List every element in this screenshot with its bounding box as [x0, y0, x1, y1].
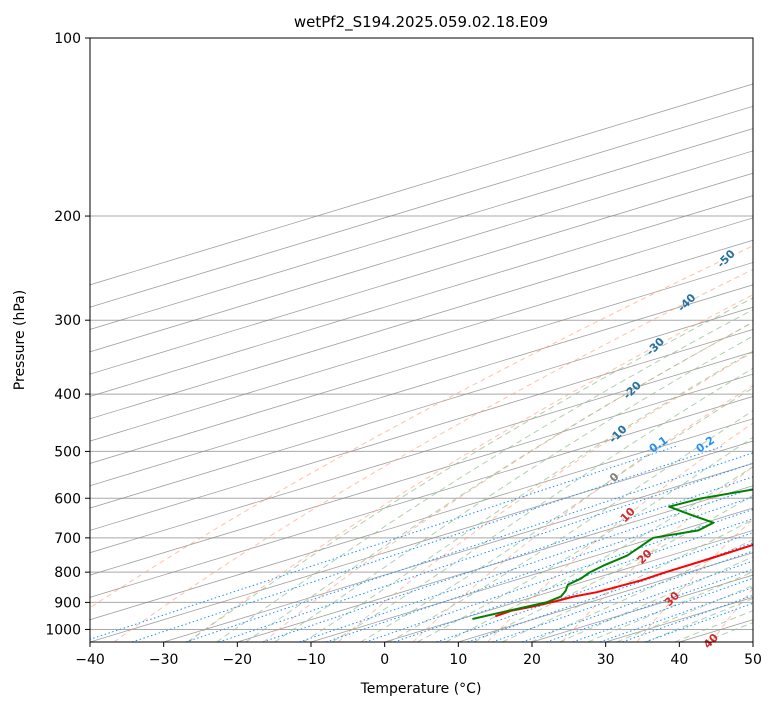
dry-adiabat-label: 0	[607, 470, 622, 485]
isotherm-line	[90, 128, 753, 330]
y-tick-label: 500	[54, 444, 81, 460]
plot-frame	[89, 37, 754, 643]
mixing-ratio-line	[299, 487, 753, 642]
dewpoint-profile-line	[472, 488, 753, 620]
isotherm-line	[90, 262, 753, 464]
mixing-ratio-line	[90, 445, 677, 640]
dry-adiabat-line	[90, 245, 753, 609]
y-tick-label: 400	[54, 387, 81, 403]
dry-adiabat-label: -10	[606, 422, 629, 445]
isotherm-line	[752, 641, 753, 642]
mixing-ratio-line	[645, 602, 753, 642]
isotherm-line	[90, 284, 753, 487]
dry-adiabat-line	[113, 268, 753, 642]
y-tick-label: 300	[54, 313, 81, 329]
x-tick-label: 0	[380, 652, 389, 668]
temperature-profile-line	[494, 543, 753, 618]
isotherm-line	[90, 373, 753, 576]
dry-adiabat-line	[263, 321, 753, 642]
mixing-ratio-line	[467, 542, 753, 642]
dry-adiabat-label: 40	[701, 631, 721, 651]
moist-adiabat-line	[245, 321, 753, 642]
isotherm-line	[90, 239, 753, 442]
dry-adiabat-line	[337, 351, 753, 642]
x-tick-label: 50	[744, 652, 762, 668]
y-tick-label: 700	[54, 531, 81, 547]
isotherm-line	[90, 418, 753, 621]
mixing-ratio-line	[436, 532, 753, 642]
dry-adiabat-line	[561, 465, 753, 642]
moist-adiabat-line	[674, 610, 753, 642]
dry-adiabat-label: -20	[621, 379, 644, 402]
mixing-ratio-line	[131, 445, 724, 642]
x-tick-label: −20	[223, 652, 253, 668]
moist-adiabat-line	[388, 410, 753, 642]
isotherm-line	[90, 396, 753, 598]
moist-adiabat-line	[331, 367, 753, 642]
y-axis-label: Pressure (hPa)	[12, 290, 28, 390]
x-tick-label: −30	[149, 652, 179, 668]
isotherm-line	[679, 619, 753, 642]
moist-adiabat-line	[303, 350, 753, 642]
isotherm-line	[90, 306, 753, 509]
mixing-ratio-line	[492, 550, 753, 642]
isotherm-line	[90, 150, 753, 353]
x-axis: −40 −30 −20 −10 0 10 20 30 40 50	[75, 642, 762, 668]
moist-adiabat-line	[587, 571, 753, 642]
isotherm-line	[163, 462, 753, 642]
y-tick-label: 1000	[45, 622, 81, 638]
dry-adiabat-label: -40	[675, 291, 698, 314]
y-axis: 1000 900 800 700 600 500 400 300 200 100	[45, 31, 90, 638]
chart-title: wetPf2_S194.2025.059.02.18.E09	[294, 13, 548, 32]
dry-adiabats	[90, 245, 753, 642]
isotherm-line	[310, 507, 753, 642]
plot-area	[90, 38, 753, 642]
mixing-ratio-label: 0.1	[647, 434, 670, 456]
moist-adiabat-line	[417, 436, 753, 642]
x-axis-label: Temperature (°C)	[360, 681, 482, 697]
moist-adiabat-line	[274, 335, 753, 642]
sounding-profiles	[472, 488, 753, 620]
x-tick-label: 10	[449, 652, 467, 668]
y-tick-label: 200	[54, 209, 81, 225]
y-tick-label: 100	[54, 31, 81, 47]
isotherm-line	[90, 329, 753, 531]
isotherm-line	[90, 195, 753, 397]
isotherm-line	[90, 351, 753, 554]
y-tick-label: 900	[54, 595, 81, 611]
isotherm-line	[384, 529, 753, 642]
mixing-ratio-line	[521, 560, 753, 642]
mixing-ratio-line	[185, 452, 753, 642]
y-tick-label: 800	[54, 565, 81, 581]
x-tick-label: 30	[597, 652, 615, 668]
mixing-ratio-line	[262, 476, 753, 642]
x-tick-label: −40	[75, 652, 105, 668]
dry-adiabat-line	[188, 294, 753, 642]
dry-adiabat-line	[636, 518, 753, 642]
x-tick-label: 20	[523, 652, 541, 668]
moist-adiabat-line	[186, 297, 753, 642]
isotherm-line	[90, 105, 753, 308]
isotherm-line	[90, 83, 753, 286]
isobar-grid	[90, 38, 753, 630]
dry-adiabat-line	[487, 422, 753, 642]
moist-adiabats	[186, 297, 753, 642]
x-tick-label: 40	[670, 652, 688, 668]
isotherm-grid	[90, 83, 753, 642]
isotherm-line	[90, 217, 753, 420]
isotherm-line	[90, 440, 753, 642]
moist-adiabat-line	[216, 309, 753, 642]
mixing-ratio-lines	[90, 445, 753, 642]
y-tick-label: 600	[54, 491, 81, 507]
isotherm-line	[90, 172, 753, 375]
mixing-ratio-labels: 0.1 0.2	[647, 434, 717, 456]
dry-adiabat-label: -30	[644, 335, 667, 358]
isotherm-line	[237, 485, 753, 642]
moist-adiabat-line	[559, 556, 753, 642]
mixing-ratio-line	[394, 518, 753, 642]
x-tick-label: −10	[296, 652, 326, 668]
